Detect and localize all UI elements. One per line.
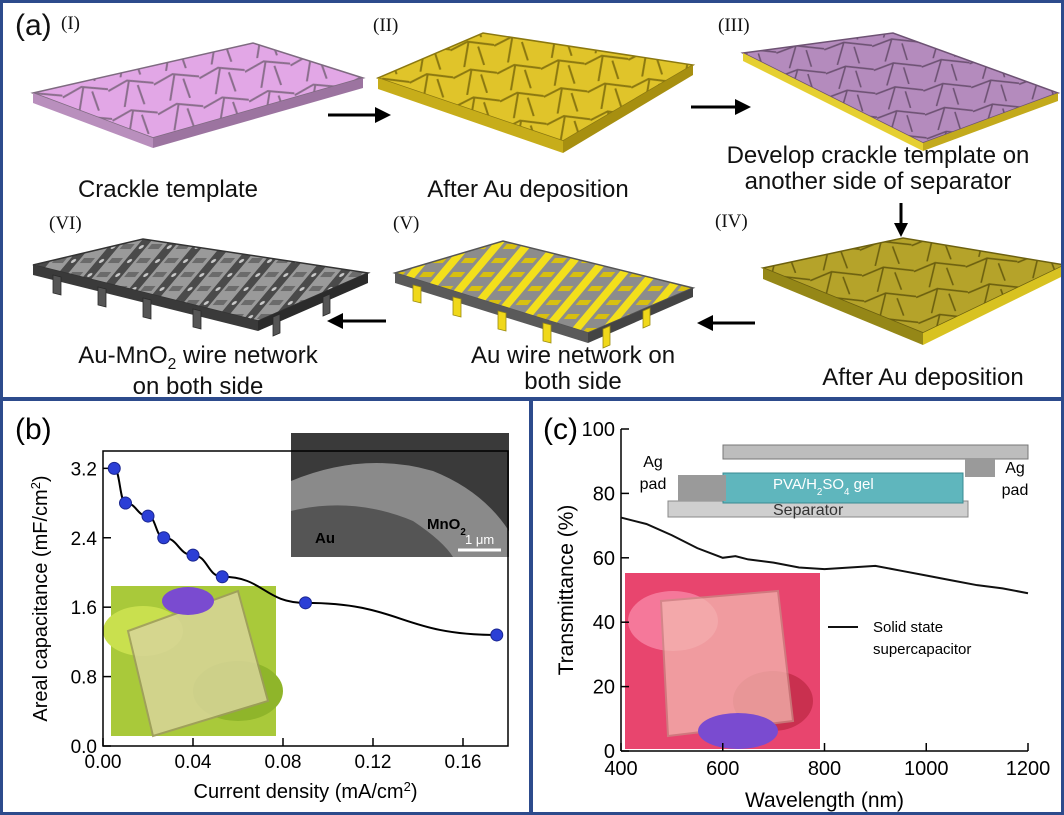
y-tick-label-4: 3.2 xyxy=(71,459,97,480)
gloved-finger xyxy=(698,713,778,749)
step-2-caption: After Au deposition xyxy=(427,176,629,203)
x-tick-label-1: 0.04 xyxy=(175,752,212,773)
y-tick-label-3: 2.4 xyxy=(71,529,98,550)
inset-photo-flower xyxy=(625,573,820,749)
step-3-illustration xyxy=(740,32,1061,151)
step-5-illustration xyxy=(392,240,696,349)
x-tick-label-3: 1000 xyxy=(904,758,949,780)
y-tick-label-4: 80 xyxy=(593,483,615,505)
step-1-number: (I) xyxy=(61,13,80,34)
y-tick-label-5: 100 xyxy=(582,419,615,441)
x-tick-label-0: 0.00 xyxy=(85,752,122,773)
pad-left-label-1: pad xyxy=(640,476,667,493)
panel-b-label: (b) xyxy=(15,413,52,446)
device-gel-label: PVA/H2SO4 gel xyxy=(773,476,874,498)
sem-scale-label: 1 μm xyxy=(465,532,494,547)
data-point-0 xyxy=(107,461,121,475)
legend-label-1: supercapacitor xyxy=(873,641,971,658)
step-1-illustration xyxy=(30,42,366,148)
data-point-5 xyxy=(215,570,229,584)
device-separator-label: Separator xyxy=(773,502,844,519)
step-3-caption-line-1: Develop crackle template on xyxy=(726,142,1030,169)
step-3-caption-line-2: another side of separator xyxy=(744,167,1012,195)
x-tick-label-1: 600 xyxy=(706,758,739,780)
y-tick-label-3: 60 xyxy=(593,548,615,570)
y-axis-label: Transmittance (%) xyxy=(555,505,578,676)
plot-frame xyxy=(102,450,509,747)
x-tick-label-2: 800 xyxy=(808,758,841,780)
data-point-6 xyxy=(299,596,312,610)
transmittance-series-line xyxy=(620,516,1029,595)
step-4-caption: After Au deposition xyxy=(822,364,1024,391)
data-point-7 xyxy=(490,628,504,642)
y-tick-label-0: 0.0 xyxy=(71,737,97,758)
pad-right-label-0: Ag xyxy=(1005,460,1025,477)
panel-c-label: (c) xyxy=(543,413,578,446)
device-pad-right xyxy=(965,459,995,477)
x-tick-label-4: 0.16 xyxy=(445,752,482,773)
schematic-illustrations xyxy=(30,32,1061,349)
data-point-2 xyxy=(141,509,155,523)
step-5-caption: Au wire network on both side xyxy=(423,343,723,395)
step-5-caption-line-2: both side xyxy=(524,367,622,395)
step-5-caption-line-1: Au wire network on xyxy=(470,342,676,369)
legend-label-0: Solid state xyxy=(873,619,943,636)
step-2-illustration xyxy=(375,32,696,153)
y-tick-label-2: 40 xyxy=(593,612,615,634)
gloved-finger xyxy=(162,587,214,615)
x-axis-label: Current density (mA/cm2) xyxy=(194,779,418,804)
step-6-caption-line-1: Au-MnO2 wire network xyxy=(78,342,318,373)
step-3-number: (III) xyxy=(718,15,750,36)
y-tick-label-1: 0.8 xyxy=(71,668,97,689)
pad-left-label-0: Ag xyxy=(643,454,663,471)
panel-b-chart: (b) Au MnO2 1 μm 0.0 0.8 1.6 2.4 3.2 0.00 0.04 0.08… xyxy=(0,398,532,815)
x-tick-label-0: 400 xyxy=(604,758,637,780)
step-4-number: (IV) xyxy=(715,211,748,232)
inset-device-diagram: PVA/H2SO4 gel Separator Ag pad Ag pad xyxy=(640,444,1029,519)
sem-mno2-label: MnO2 xyxy=(427,516,466,538)
step-6-illustration xyxy=(32,238,371,337)
sem-au-label: Au xyxy=(315,530,335,547)
pad-right-label-1: pad xyxy=(1002,482,1029,499)
x-axis-label: Wavelength (nm) xyxy=(745,789,904,812)
panel-a-label: (a) xyxy=(15,9,52,42)
step-5-number: (V) xyxy=(393,213,420,234)
step-2-number: (II) xyxy=(373,15,399,36)
step-4-illustration xyxy=(760,237,1061,345)
data-point-4 xyxy=(186,548,200,562)
device-pad-left xyxy=(678,475,726,501)
panel-a-schematic: (a) (I) (II) (III) (IV) (V) (VI) xyxy=(0,0,1064,400)
y-tick-label-2: 1.6 xyxy=(71,598,97,619)
inset-photo-leaves xyxy=(103,586,283,738)
device-top-layer xyxy=(722,444,1029,460)
x-tick-label-2: 0.08 xyxy=(265,752,302,773)
y-tick-label-1: 20 xyxy=(593,677,615,699)
y-tick-label-0: 0 xyxy=(604,741,615,763)
step-1-caption: Crackle template xyxy=(77,176,259,203)
y-axis-label: Areal capacitance (mF/cm2) xyxy=(28,475,53,721)
step-6-number: (VI) xyxy=(49,213,82,234)
step-3-caption: Develop crackle template on another side… xyxy=(693,142,1061,195)
panel-c-chart: (c) PVA/H2SO4 gel Separator Ag pad Ag pad 0 20 40… xyxy=(530,398,1064,815)
x-tick-label-3: 0.12 xyxy=(355,752,392,773)
x-tick-label-4: 1200 xyxy=(1006,758,1051,780)
data-point-3 xyxy=(157,531,171,545)
data-point-1 xyxy=(119,496,132,510)
inset-sem-image: Au MnO2 1 μm xyxy=(291,433,509,557)
step-6-caption: Au-MnO2 wire network on both side xyxy=(33,342,363,400)
step-6-caption-line-2: on both side xyxy=(132,372,264,400)
sem-au-layer xyxy=(291,505,453,557)
chart-b-svg: (b) Au MnO2 1 μm 0.0 0.8 1.6 2.4 3.2 0.00 0.04 0.08… xyxy=(15,413,509,804)
transparent-device xyxy=(659,589,795,738)
chart-c-svg: (c) PVA/H2SO4 gel Separator Ag pad Ag pad 0 20 40… xyxy=(543,413,1051,812)
